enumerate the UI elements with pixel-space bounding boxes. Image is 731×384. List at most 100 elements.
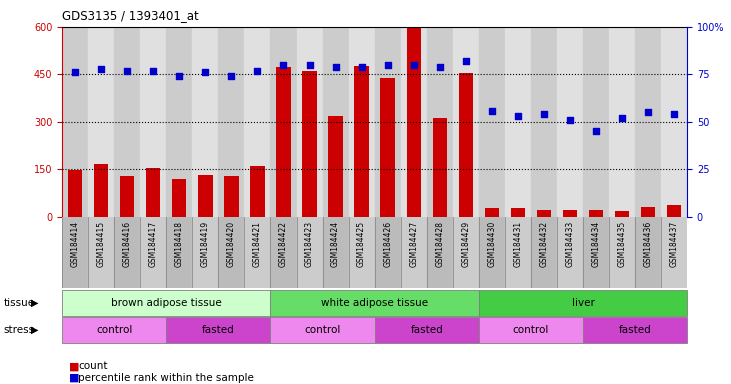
Bar — [120, 176, 135, 217]
Bar — [661, 217, 687, 288]
Text: ■: ■ — [69, 361, 80, 371]
Text: count: count — [78, 361, 107, 371]
Bar — [328, 116, 343, 217]
Point — [538, 111, 550, 118]
Bar — [401, 27, 427, 217]
Bar — [452, 27, 479, 217]
Bar — [140, 27, 167, 217]
Bar — [615, 211, 629, 217]
Bar — [589, 210, 603, 217]
Text: control: control — [304, 325, 341, 335]
Bar — [88, 27, 114, 217]
Bar — [244, 217, 270, 288]
Point — [382, 62, 393, 68]
Point — [616, 115, 628, 121]
Bar — [406, 27, 421, 217]
Bar — [531, 217, 557, 288]
Text: percentile rank within the sample: percentile rank within the sample — [78, 373, 254, 383]
Bar — [557, 27, 583, 217]
Text: tissue: tissue — [4, 298, 35, 308]
Bar — [146, 168, 160, 217]
Text: GSM184432: GSM184432 — [539, 220, 548, 266]
Bar — [505, 217, 531, 288]
Text: GSM184417: GSM184417 — [149, 220, 158, 266]
Bar — [270, 27, 297, 217]
Point — [408, 62, 420, 68]
Bar — [641, 207, 655, 217]
Bar — [433, 118, 447, 217]
Bar — [250, 166, 265, 217]
Text: GSM184415: GSM184415 — [96, 220, 106, 266]
Point — [121, 68, 133, 74]
Text: control: control — [96, 325, 132, 335]
Point — [148, 68, 159, 74]
Text: GSM184419: GSM184419 — [201, 220, 210, 266]
Bar — [349, 27, 374, 217]
Bar — [563, 210, 577, 217]
Text: control: control — [512, 325, 549, 335]
Point — [330, 64, 341, 70]
Point — [303, 62, 315, 68]
Bar — [661, 27, 687, 217]
Text: GSM184416: GSM184416 — [123, 220, 132, 266]
Bar — [635, 217, 661, 288]
Bar — [609, 27, 635, 217]
Point — [251, 68, 263, 74]
Bar — [140, 217, 167, 288]
Bar — [167, 217, 192, 288]
Bar — [297, 27, 322, 217]
Bar — [322, 217, 349, 288]
Text: white adipose tissue: white adipose tissue — [321, 298, 428, 308]
Text: GSM184433: GSM184433 — [566, 220, 575, 267]
Text: GSM184427: GSM184427 — [409, 220, 418, 266]
Bar — [355, 66, 368, 217]
Bar — [167, 27, 192, 217]
Text: GSM184435: GSM184435 — [618, 220, 626, 267]
Text: GSM184424: GSM184424 — [331, 220, 340, 266]
Text: liver: liver — [572, 298, 594, 308]
Bar — [192, 27, 219, 217]
Text: GSM184423: GSM184423 — [305, 220, 314, 266]
Bar — [505, 27, 531, 217]
Text: GSM184414: GSM184414 — [71, 220, 80, 266]
Text: fasted: fasted — [202, 325, 235, 335]
Text: GSM184425: GSM184425 — [357, 220, 366, 266]
Bar — [192, 217, 219, 288]
Text: GSM184421: GSM184421 — [253, 220, 262, 266]
Bar — [303, 71, 317, 217]
Point — [590, 128, 602, 134]
Bar — [173, 179, 186, 217]
Bar — [349, 217, 374, 288]
Point — [200, 70, 211, 76]
Bar — [270, 217, 297, 288]
Point — [434, 64, 446, 70]
Text: GDS3135 / 1393401_at: GDS3135 / 1393401_at — [62, 9, 199, 22]
Bar — [114, 217, 140, 288]
Bar — [427, 217, 452, 288]
Bar — [322, 27, 349, 217]
Bar — [485, 208, 499, 217]
Text: ▶: ▶ — [31, 298, 39, 308]
Text: GSM184431: GSM184431 — [513, 220, 523, 266]
Text: brown adipose tissue: brown adipose tissue — [111, 298, 221, 308]
Bar — [458, 73, 473, 217]
Point — [486, 108, 498, 114]
Point — [356, 64, 368, 70]
Point — [668, 111, 680, 118]
Bar — [609, 217, 635, 288]
Bar — [224, 176, 238, 217]
Bar — [479, 27, 505, 217]
Text: stress: stress — [4, 325, 35, 335]
Bar — [537, 210, 551, 217]
Bar — [583, 217, 609, 288]
Bar — [276, 68, 291, 217]
Text: GSM184428: GSM184428 — [435, 220, 444, 266]
Bar — [667, 205, 681, 217]
Point — [564, 117, 576, 123]
Text: fasted: fasted — [410, 325, 443, 335]
Bar — [94, 164, 108, 217]
Text: GSM184420: GSM184420 — [227, 220, 236, 266]
Bar — [427, 27, 452, 217]
Text: GSM184434: GSM184434 — [591, 220, 600, 267]
Bar — [219, 27, 244, 217]
